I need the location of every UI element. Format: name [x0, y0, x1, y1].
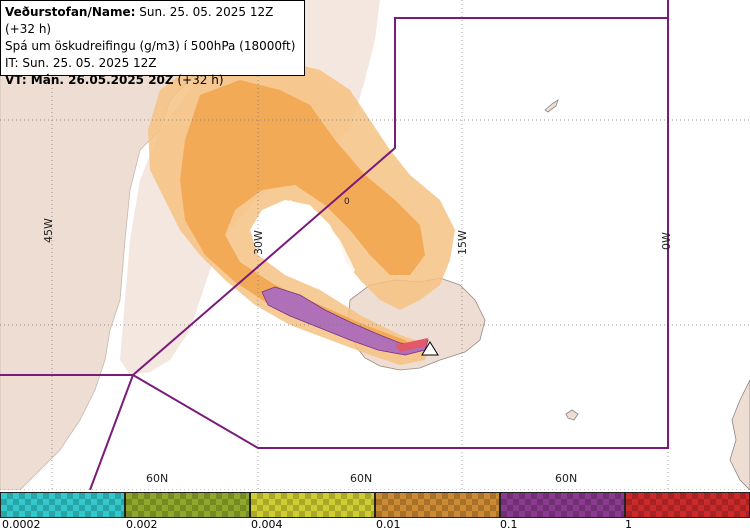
- legend-tick-3: 0.004: [251, 518, 283, 531]
- legend-swatch-6: [625, 492, 750, 518]
- lon-label-45w: 45W: [42, 218, 55, 243]
- forecast-info-box: Veðurstofan/Name: Sun. 25. 05. 2025 12Z …: [0, 0, 305, 87]
- concentration-legend: 0.0002 0.002 0.004 0.01 0.1 1: [0, 490, 750, 532]
- info-name-value: Sun. 25. 05. 2025 12Z (+32 h): [5, 5, 274, 36]
- info-description: Spá um öskudreifingu (g/m3) í 500hPa (18…: [5, 39, 296, 53]
- legend-swatch-4: [375, 492, 500, 518]
- legend-tick-6: 1: [625, 518, 632, 531]
- info-valid-time: VT: Mán. 26.05.2025 20Z: [5, 73, 174, 87]
- ash-plume-mid: [180, 80, 425, 352]
- legend-tick-1: 0.0002: [2, 518, 41, 531]
- legend-tick-5: 0.1: [500, 518, 518, 531]
- jan-mayen: [544, 99, 559, 113]
- volcano-marker: [421, 341, 439, 356]
- faroe-islands: [565, 409, 579, 421]
- legend-swatch-5: [500, 492, 625, 518]
- airspace-boundary: [0, 0, 669, 490]
- info-name-label: Veðurstofan/Name:: [5, 5, 136, 19]
- legend-tick-2: 0.002: [126, 518, 158, 531]
- info-issue-time: IT: Sun. 25. 05. 2025 12Z: [5, 56, 157, 70]
- lon-label-15w: 15W: [456, 230, 469, 255]
- lat-label-1: 60N: [146, 472, 168, 485]
- ash-plume-high: [261, 286, 429, 356]
- point-label: 0: [344, 197, 350, 207]
- lon-label-0w: 0W: [660, 232, 673, 250]
- lat-label-3: 60N: [555, 472, 577, 485]
- norway-coast: [729, 379, 750, 490]
- legend-swatch-3: [250, 492, 375, 518]
- lon-label-30w: 30W: [252, 230, 265, 255]
- legend-swatch-1: [0, 492, 125, 518]
- info-valid-offset: (+32 h): [173, 73, 224, 87]
- lat-label-2: 60N: [350, 472, 372, 485]
- legend-swatch-2: [125, 492, 250, 518]
- ash-dispersion-map: 45W 30W 15W 0W 60N 60N 60N 0: [0, 0, 750, 490]
- legend-tick-4: 0.01: [376, 518, 401, 531]
